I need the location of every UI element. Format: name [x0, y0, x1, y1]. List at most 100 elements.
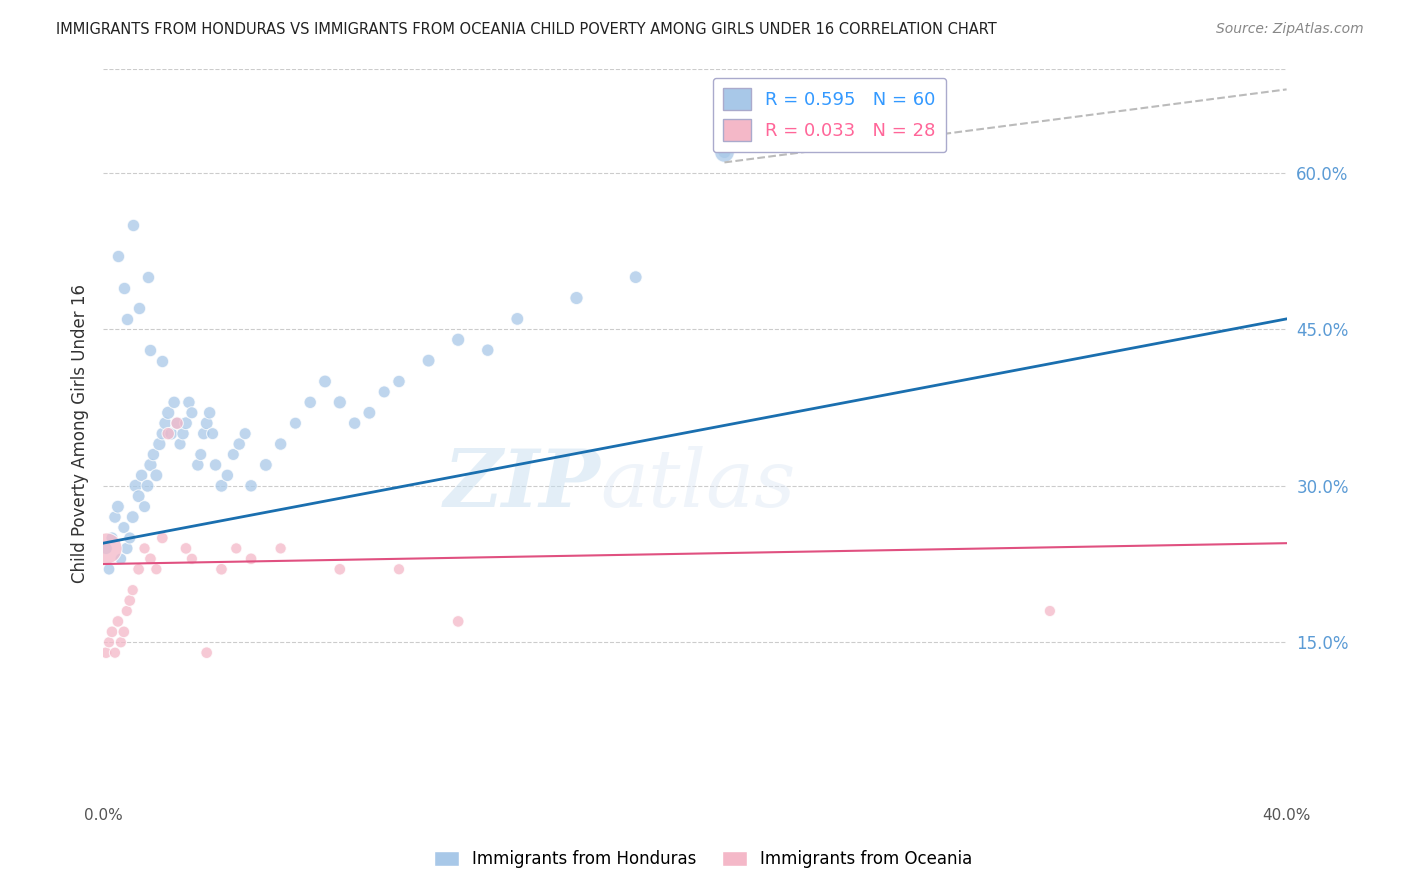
Point — [180, 551, 202, 566]
Point — [565, 291, 588, 305]
Point — [139, 458, 162, 472]
Point — [136, 270, 159, 285]
Point — [195, 416, 218, 430]
Point — [233, 426, 256, 441]
Point — [195, 646, 218, 660]
Point — [624, 270, 647, 285]
Point — [198, 406, 221, 420]
Point — [211, 562, 233, 576]
Point — [174, 416, 197, 430]
Point — [177, 395, 200, 409]
Point — [145, 562, 167, 576]
Point — [139, 551, 162, 566]
Point — [134, 500, 156, 514]
Point — [343, 416, 366, 430]
Point — [94, 541, 117, 556]
Point — [211, 479, 233, 493]
Point — [270, 541, 292, 556]
Point — [115, 311, 138, 326]
Point — [128, 489, 150, 503]
Point — [166, 416, 188, 430]
Point — [94, 646, 117, 660]
Point — [104, 646, 127, 660]
Point — [240, 551, 263, 566]
Point — [418, 353, 440, 368]
Point — [118, 531, 141, 545]
Point — [447, 333, 470, 347]
Point — [160, 426, 183, 441]
Point — [112, 520, 135, 534]
Point — [187, 458, 209, 472]
Point — [222, 448, 245, 462]
Point — [373, 384, 395, 399]
Point — [270, 437, 292, 451]
Point — [169, 437, 191, 451]
Point — [388, 562, 411, 576]
Point — [115, 541, 138, 556]
Point — [713, 145, 735, 159]
Point — [713, 145, 735, 159]
Point — [110, 635, 132, 649]
Point — [150, 531, 173, 545]
Point — [172, 426, 194, 441]
Point — [110, 551, 132, 566]
Point — [145, 468, 167, 483]
Legend: R = 0.595   N = 60, R = 0.033   N = 28: R = 0.595 N = 60, R = 0.033 N = 28 — [713, 78, 946, 153]
Point — [121, 510, 143, 524]
Point — [157, 406, 180, 420]
Point — [118, 593, 141, 607]
Point — [166, 416, 188, 430]
Text: Source: ZipAtlas.com: Source: ZipAtlas.com — [1216, 22, 1364, 37]
Point — [228, 437, 250, 451]
Point — [101, 531, 124, 545]
Point — [101, 624, 124, 639]
Point — [128, 562, 150, 576]
Point — [112, 280, 135, 294]
Point — [314, 375, 336, 389]
Point — [506, 311, 529, 326]
Point — [104, 510, 127, 524]
Point — [190, 448, 212, 462]
Point — [107, 615, 129, 629]
Text: ZIP: ZIP — [443, 446, 600, 524]
Point — [142, 448, 165, 462]
Point — [388, 375, 411, 389]
Legend: Immigrants from Honduras, Immigrants from Oceania: Immigrants from Honduras, Immigrants fro… — [427, 844, 979, 875]
Point — [240, 479, 263, 493]
Point — [115, 604, 138, 618]
Point — [225, 541, 247, 556]
Point — [98, 635, 121, 649]
Point — [217, 468, 239, 483]
Point — [150, 426, 173, 441]
Point — [107, 500, 129, 514]
Point — [134, 541, 156, 556]
Point — [1039, 604, 1062, 618]
Point — [124, 479, 146, 493]
Point — [136, 479, 159, 493]
Point — [477, 343, 499, 358]
Point — [254, 458, 277, 472]
Point — [121, 218, 143, 232]
Point — [193, 426, 215, 441]
Point — [155, 416, 177, 430]
Point — [107, 249, 129, 263]
Point — [299, 395, 322, 409]
Point — [121, 583, 143, 598]
Point — [329, 562, 352, 576]
Text: IMMIGRANTS FROM HONDURAS VS IMMIGRANTS FROM OCEANIA CHILD POVERTY AMONG GIRLS UN: IMMIGRANTS FROM HONDURAS VS IMMIGRANTS F… — [56, 22, 997, 37]
Point — [204, 458, 226, 472]
Point — [139, 343, 162, 358]
Point — [329, 395, 352, 409]
Point — [447, 615, 470, 629]
Point — [174, 541, 197, 556]
Point — [131, 468, 153, 483]
Point — [284, 416, 307, 430]
Point — [180, 406, 202, 420]
Point — [148, 437, 170, 451]
Point — [112, 624, 135, 639]
Point — [150, 353, 173, 368]
Point — [157, 426, 180, 441]
Point — [98, 562, 121, 576]
Point — [359, 406, 381, 420]
Y-axis label: Child Poverty Among Girls Under 16: Child Poverty Among Girls Under 16 — [72, 285, 89, 583]
